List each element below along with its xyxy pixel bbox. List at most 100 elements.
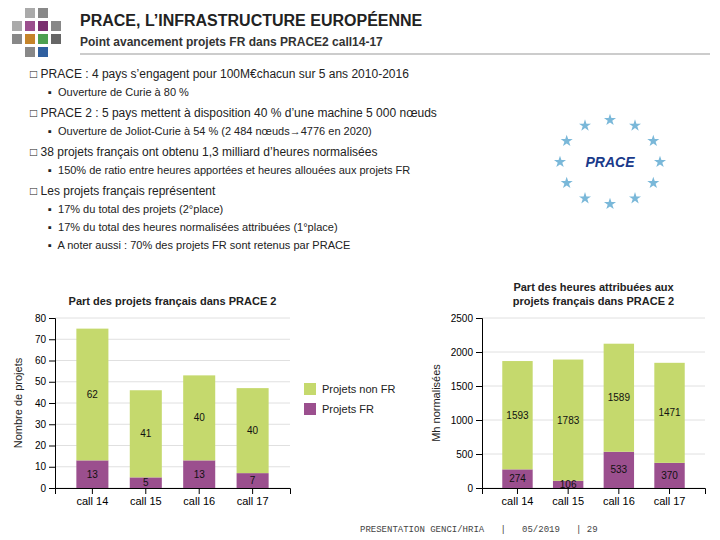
tick-mark [476,318,482,319]
logo-star [604,114,616,125]
logo-square [25,47,35,57]
tick-mark [517,488,518,494]
tick-mark [145,488,146,494]
logo-star [579,192,591,203]
bars [502,344,684,488]
y-tick: 80 [35,313,55,324]
tick-label: 10 [35,461,47,472]
logo-star [554,156,566,167]
data-label: 40 [194,412,206,423]
data-label: 13 [87,469,99,480]
tick-mark [476,352,482,353]
bullet-sub: ▪ 17% du total des projets (2°place) [48,203,223,215]
bullet-sub: ▪ A noter aussi : 70% des projets FR son… [48,239,350,251]
tick-mark [49,424,55,425]
tick-label: 60 [35,355,47,366]
x-tick: call 14 [76,488,108,507]
tick-label: call 14 [502,495,534,507]
logo-square [38,47,48,57]
footer: PRESENTATION GENCI/HRIA | 05/2019 | 29 [360,525,598,535]
data-label: 5 [143,477,149,488]
y-tick: 40 [35,398,55,409]
bar [237,473,269,488]
logo-star [647,135,659,146]
tick-label: call 15 [130,495,162,507]
tick-mark [476,420,482,421]
data-label: 7 [250,475,256,486]
y-axis-title: Nombre de projets [12,357,24,448]
tick-mark [476,386,482,387]
legend: Projets non FRProjets FR [304,383,395,415]
data-label: 1589 [608,392,631,403]
grid [55,318,290,488]
axis-line [476,319,483,489]
y-tick: 0 [467,483,482,494]
tick-label: 70 [35,334,47,345]
y-axis-title: Mh normalisées [430,364,442,442]
tick-label: call 17 [237,495,269,507]
logo-star [629,192,641,203]
logo-square [38,8,48,18]
bullet: □ Les projets français représentent [30,184,216,198]
grid-line [482,318,705,319]
circle-logo: PRACE [554,114,666,209]
tick-label: call 16 [183,495,215,507]
logo-star [629,119,641,130]
bar [130,477,162,488]
legend-swatch [304,403,316,415]
bar [237,388,269,473]
tick-mark [669,488,670,494]
data-label: 1783 [557,415,580,426]
x-axis: call 14 call 15 call 16 call 17 [56,488,291,507]
y-axis: 05001000150020002500 [451,313,483,494]
axis-line [56,489,291,495]
data-label: 41 [140,428,152,439]
axis-line [49,319,56,489]
x-tick: call 16 [603,488,635,507]
grid-line [55,318,290,319]
tick-mark [199,488,200,494]
logo-star [654,156,666,167]
tick-label: 0 [40,483,46,494]
bar [604,344,634,452]
bar [502,469,532,488]
tick-label: call 14 [76,495,108,507]
tick-mark [49,467,55,468]
y-tick: 2500 [451,313,482,324]
bar [502,361,532,469]
bullet-sub: ▪ Ouverture de Joliot-Curie à 54 % (2 48… [48,125,372,137]
tick-mark [476,454,482,455]
y-tick: 1500 [451,381,482,392]
bullet-sub: ▪ 17% du total des heures normalisées at… [48,221,338,233]
x-tick: call 17 [237,488,269,507]
bar [130,390,162,477]
y-tick: 20 [35,440,55,451]
tick-mark [49,446,55,447]
bar [76,329,108,461]
logo-square [25,21,35,31]
x-tick: call 14 [502,488,534,507]
tick-label: 1000 [451,415,474,426]
data-label: 533 [610,464,627,475]
data-label: 1593 [506,410,529,421]
logo-squares [12,8,61,57]
title: PRACE, L’INFRASTRUCTURE EUROPÉENNE [80,11,423,29]
tick-mark [252,488,253,494]
data-label: 40 [247,425,259,436]
bullet: □ PRACE 2 : 5 pays mettent à disposition… [30,106,437,120]
tick-mark [476,488,482,489]
tick-mark [49,382,55,383]
tick-label: 2000 [451,347,474,358]
tick-label: 50 [35,376,47,387]
tick-mark [49,339,55,340]
chart-title: Part des projets français dans PRACE 2 [69,295,277,307]
legend-item: Projets FR [304,403,374,415]
y-tick: 10 [35,461,55,472]
logo-square [38,21,48,31]
logo-square [25,8,35,18]
tick-label: 2500 [451,313,474,324]
bar [553,360,583,481]
legend-swatch [304,383,316,395]
y-tick: 50 [35,376,55,387]
logo-star [647,177,659,188]
